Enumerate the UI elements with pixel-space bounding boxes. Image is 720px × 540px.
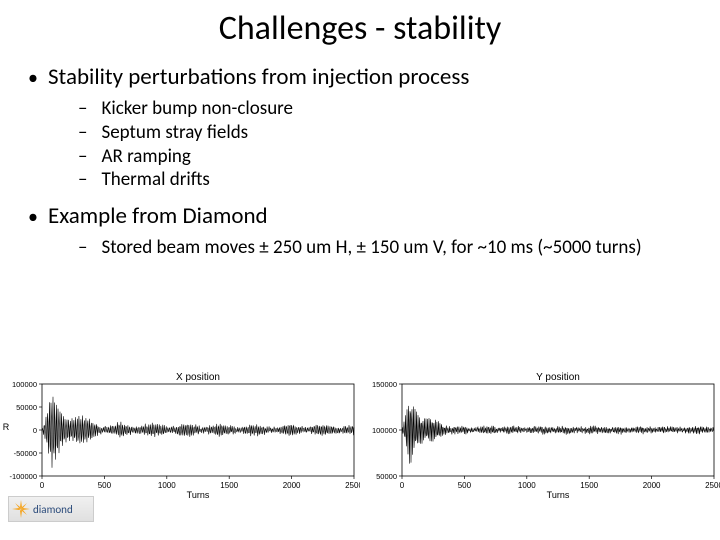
svg-text:500: 500 [98,481,112,490]
svg-text:100000: 100000 [372,426,397,435]
svg-text:1000: 1000 [158,481,176,490]
svg-text:R: R [3,422,10,432]
logo-text: diamond [33,503,73,516]
bullet-marker: • [28,66,38,90]
dash-marker: – [78,236,87,260]
sublist-example: – Stored beam moves ± 250 um H, ± 150 um… [28,236,692,260]
svg-text:1500: 1500 [580,481,598,490]
bullet-text: Stability perturbations from injection p… [48,63,469,91]
bullet-stability: • Stability perturbations from injection… [28,63,692,91]
svg-text:100000: 100000 [12,380,37,389]
chart-x-position: X position 0 500 1000 1500 2000 2500 Turns -1000… [0,370,360,500]
sub-ar: – AR ramping [78,145,692,169]
dash-marker: – [78,168,87,192]
svg-text:Turns: Turns [187,490,210,500]
sub-text: Stored beam moves ± 250 um H, ± 150 um V… [101,236,641,260]
sub-septum: – Septum stray fields [78,121,692,145]
svg-text:1500: 1500 [220,481,238,490]
sub-text: AR ramping [101,145,190,169]
bullet-text: Example from Diamond [48,202,268,230]
content-area: • Stability perturbations from injection… [0,49,720,260]
charts-row: X position 0 500 1000 1500 2000 2500 Turns -1000… [0,370,720,500]
sublist-perturbations: – Kicker bump non-closure – Septum stray… [28,97,692,192]
dash-marker: – [78,145,87,169]
svg-text:X position: X position [176,372,220,383]
slide-title: Challenges - stability [0,0,720,49]
diamond-logo: diamond [8,496,94,522]
svg-text:0: 0 [33,426,37,435]
svg-text:2500: 2500 [345,481,360,490]
chart-y-position: Y position 0 500 1000 1500 2000 2500 Turns 50000… [360,370,720,500]
svg-text:Turns: Turns [547,490,570,500]
sub-text: Thermal drifts [101,168,209,192]
chart-y-svg: Y position 0 500 1000 1500 2000 2500 Turns 50000… [360,370,720,500]
svg-text:50000: 50000 [16,403,37,412]
chart-x-svg: X position 0 500 1000 1500 2000 2500 Turns -1000… [0,370,360,500]
sub-text: Kicker bump non-closure [101,97,293,121]
logo-burst-icon [12,500,30,518]
svg-text:Y position: Y position [536,372,580,383]
sub-stored-beam: – Stored beam moves ± 250 um H, ± 150 um… [78,236,692,260]
dash-marker: – [78,121,87,145]
bullet-example: • Example from Diamond [28,202,692,230]
bullet-marker: • [28,205,38,229]
svg-text:-100000: -100000 [9,472,37,481]
svg-text:0: 0 [40,481,45,490]
svg-text:50000: 50000 [376,472,397,481]
sub-thermal: – Thermal drifts [78,168,692,192]
dash-marker: – [78,97,87,121]
svg-text:2000: 2000 [283,481,301,490]
svg-text:-50000: -50000 [14,449,37,458]
svg-text:0: 0 [400,481,405,490]
svg-text:150000: 150000 [372,380,397,389]
sub-kicker: – Kicker bump non-closure [78,97,692,121]
svg-text:1000: 1000 [518,481,536,490]
svg-text:500: 500 [458,481,472,490]
svg-text:2500: 2500 [705,481,720,490]
svg-text:2000: 2000 [643,481,661,490]
sub-text: Septum stray fields [101,121,248,145]
